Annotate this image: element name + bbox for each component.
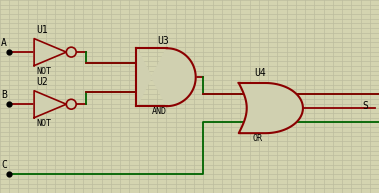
Text: S: S: [362, 101, 368, 111]
Text: U3: U3: [157, 36, 169, 46]
Text: B: B: [1, 90, 7, 100]
Text: NOT: NOT: [36, 67, 51, 76]
Text: C: C: [1, 160, 7, 170]
Text: NOT: NOT: [36, 119, 51, 128]
Text: OR: OR: [252, 134, 262, 143]
Polygon shape: [239, 83, 303, 133]
Text: A: A: [1, 38, 7, 48]
Ellipse shape: [66, 47, 76, 57]
Ellipse shape: [66, 99, 76, 109]
Text: U1: U1: [36, 25, 48, 35]
Text: U4: U4: [254, 68, 266, 78]
Text: AND: AND: [152, 107, 167, 116]
Polygon shape: [136, 48, 196, 106]
Text: U2: U2: [36, 77, 48, 87]
Polygon shape: [34, 91, 66, 118]
Polygon shape: [34, 39, 66, 66]
